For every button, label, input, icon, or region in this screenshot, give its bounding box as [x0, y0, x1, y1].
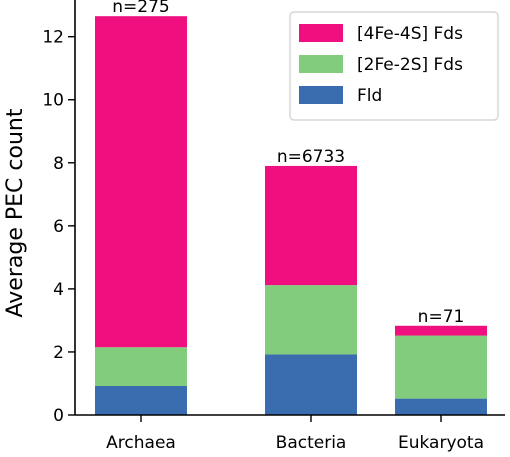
n-label-bacteria: n=6733: [277, 147, 345, 167]
bar-eukaryota-2fe-2s-fds: [395, 335, 487, 399]
bar-archaea-2fe-2s-fds: [95, 347, 187, 386]
legend-label-fld: Fld: [357, 86, 382, 106]
legend: [4Fe-4S] Fds [2Fe-2S] Fds Fld: [289, 11, 499, 121]
bar-bacteria-fld: [265, 354, 357, 415]
bars-layer: [95, 16, 487, 415]
x-axis-ticks: Archaea Bacteria Eukaryota: [106, 415, 484, 453]
y-axis-ticks: 0 2 4 6 8 10 12: [42, 28, 75, 426]
legend-swatch-2fe-2s-fds: [299, 55, 343, 73]
y-tick-label-6: 6: [53, 217, 64, 237]
legend-swatch-4fe-4s-fds: [299, 24, 343, 42]
n-label-archaea: n=275: [112, 0, 169, 17]
x-tick-label-eukaryota: Eukaryota: [398, 433, 484, 453]
y-tick-label-12: 12: [42, 28, 64, 48]
legend-label-2fe-2s-fds: [2Fe-2S] Fds: [357, 55, 463, 75]
bar-eukaryota-4fe-4s-fds: [395, 325, 487, 336]
n-label-eukaryota: n=71: [418, 307, 465, 327]
x-tick-label-archaea: Archaea: [106, 433, 176, 453]
legend-label-4fe-4s-fds: [4Fe-4S] Fds: [357, 24, 463, 44]
x-tick-label-bacteria: Bacteria: [276, 433, 347, 453]
y-tick-label-8: 8: [53, 154, 64, 174]
bar-bacteria-2fe-2s-fds: [265, 285, 357, 355]
legend-swatch-fld: [299, 86, 343, 104]
sample-size-labels: n=275 n=6733 n=71: [112, 0, 464, 327]
y-tick-label-2: 2: [53, 343, 64, 363]
bar-eukaryota-fld: [395, 398, 487, 415]
y-tick-label-4: 4: [53, 280, 64, 300]
y-axis-label: Average PEC count: [3, 108, 28, 317]
bar-bacteria-4fe-4s-fds: [265, 165, 357, 286]
bar-archaea-fld: [95, 385, 187, 415]
bar-archaea-4fe-4s-fds: [95, 16, 187, 348]
y-tick-label-0: 0: [53, 406, 64, 426]
y-tick-label-10: 10: [42, 91, 64, 111]
